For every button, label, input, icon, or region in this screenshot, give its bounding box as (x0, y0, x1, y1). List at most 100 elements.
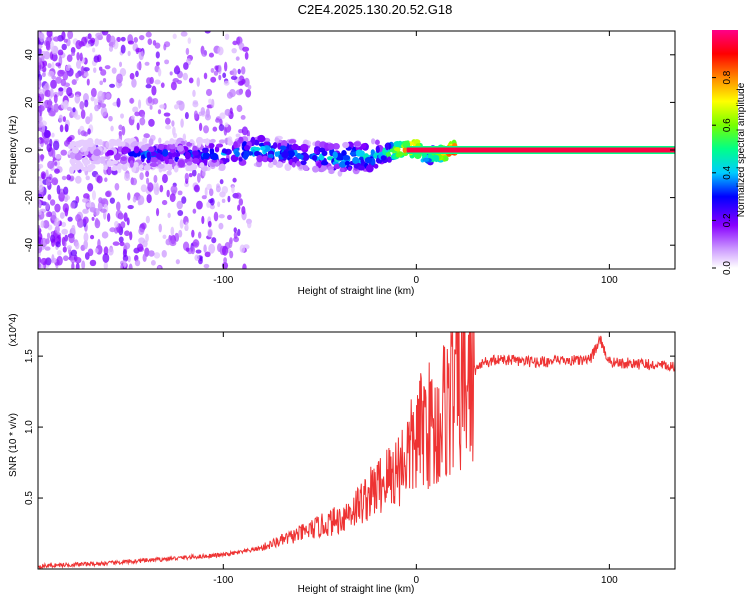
x-tick-label: -100 (213, 275, 233, 286)
spectrogram-noise-mark (124, 230, 130, 237)
spectrogram-noise-mark (109, 83, 116, 88)
spectrogram-noise-mark (38, 111, 41, 118)
spectrogram-noise-mark (38, 115, 43, 122)
spectrogram-noise-mark (75, 72, 80, 79)
spectrogram-ridge-mark (169, 138, 175, 145)
spectrogram-noise-mark (140, 184, 147, 193)
spectrogram-noise-mark (38, 120, 44, 128)
spectrogram-noise-mark (170, 81, 177, 91)
spectrogram-noise-mark (223, 61, 228, 72)
spectrogram-ridge-mark (93, 148, 102, 157)
spectrogram-noise-mark (38, 230, 41, 235)
spectrogram-noise-mark (64, 196, 68, 203)
spectrogram-noise-mark (89, 259, 97, 267)
spectrogram-noise-mark (237, 80, 245, 86)
spectrogram-ridge-mark (166, 165, 173, 170)
spectrogram-ridge-mark (121, 146, 130, 153)
spectrogram-noise-mark (155, 51, 160, 59)
spectrogram-noise-mark (208, 52, 214, 58)
spectrogram-noise-mark (237, 228, 241, 237)
spectrogram-noise-mark (39, 32, 45, 43)
spectrogram-ridge-mark (254, 150, 261, 157)
spectrogram-noise-mark (58, 114, 63, 123)
spectrogram-ridge-mark (81, 166, 89, 172)
spectrogram-ridge-mark (328, 169, 335, 175)
spectrogram-noise-mark (119, 241, 125, 247)
spectrogram-noise-mark (137, 200, 142, 206)
spectrogram-noise-mark (144, 61, 150, 66)
spectrogram-noise-mark (92, 47, 96, 53)
spectrogram-ridge-mark (250, 136, 256, 145)
spectrogram-noise-mark (82, 208, 87, 214)
spectrogram-noise-mark (45, 169, 49, 177)
spectrogram-ridge-mark (380, 155, 387, 161)
spectrogram-noise-mark (194, 254, 200, 261)
spectrogram-noise-mark (201, 195, 207, 200)
spectrogram-noise-mark (38, 209, 42, 216)
spectrogram-noise-mark (185, 247, 190, 252)
spectrogram-ridge-mark (132, 152, 138, 158)
spectrogram-noise-mark (247, 220, 252, 229)
spectrogram-noise-mark (166, 170, 172, 176)
spectrogram-noise-mark (63, 186, 69, 195)
spectrogram-noise-mark (145, 233, 149, 243)
spectrogram-ridge-mark (353, 141, 362, 147)
spectrogram-noise-mark (157, 265, 162, 269)
spectrogram-noise-mark (138, 34, 145, 41)
spectrogram-noise-mark (75, 39, 82, 50)
spectrogram-ridge-mark (272, 158, 278, 166)
spectrogram-ridge-mark (364, 157, 373, 164)
spectrogram-noise-mark (41, 72, 46, 78)
spectrogram-noise-mark (136, 243, 144, 252)
spectrogram-ridge-mark (173, 165, 179, 173)
spectrogram-noise-mark (51, 53, 58, 62)
spectrogram-noise-mark (127, 40, 135, 45)
spectrogram-ridge-mark (211, 153, 219, 161)
spectrogram-noise-mark (132, 106, 139, 113)
spectrogram-noise-mark (224, 122, 229, 128)
spectrogram-noise-mark (43, 129, 51, 139)
spectrogram-ridge-mark (357, 165, 365, 171)
spectrogram-noise-mark (233, 227, 237, 233)
spectrogram-noise-mark (38, 57, 43, 66)
spectrogram-noise-mark (154, 42, 161, 49)
spectrogram-noise-mark (62, 71, 69, 81)
spectrogram-ridge-mark (186, 141, 193, 147)
spectrogram-noise-mark (60, 149, 68, 156)
colorbar-ticks: 0.0 0.2 0.4 0.6 0.8 (712, 70, 733, 275)
spectrogram-noise-mark (90, 234, 95, 240)
spectrogram-noise-mark (97, 90, 104, 101)
spectrogram-noise-mark (90, 96, 95, 102)
spectrogram-noise-mark (207, 220, 212, 228)
spectrogram-ridge-mark (243, 144, 251, 151)
spectrogram-noise-mark (173, 104, 179, 110)
spectrogram-noise-mark (192, 208, 197, 214)
spectrogram-noise-mark (201, 50, 208, 57)
spectrogram-ridge-mark (402, 147, 407, 153)
spectrogram-noise-mark (109, 35, 116, 46)
spectrogram-ridge-mark (202, 147, 209, 153)
spectrogram-noise-mark (140, 222, 147, 230)
spectrogram-noise-mark (157, 109, 162, 115)
spectrogram-noise-mark (66, 86, 73, 97)
spectrogram-ridge-mark (74, 153, 83, 161)
spectrogram-noise-mark (138, 99, 142, 109)
spectrogram-noise-mark (57, 250, 62, 256)
spectrogram-noise-mark (116, 97, 121, 108)
spectrogram-noise-mark (46, 31, 53, 38)
spectrogram-ridge-mark (176, 145, 184, 152)
spectrogram-noise-mark (208, 188, 214, 197)
spectrogram-noise-mark (145, 31, 152, 38)
spectrogram-noise-mark (176, 79, 183, 85)
spectrogram-noise-mark (71, 52, 76, 57)
spectrogram-ridge-mark (339, 167, 345, 173)
spectrogram-noise-mark (219, 118, 223, 126)
spectrogram-noise-mark (63, 38, 68, 43)
spectrogram-noise-mark (187, 37, 192, 44)
spectrogram-noise-mark (138, 227, 145, 235)
spectrogram-ridge-mark (274, 137, 280, 143)
spectrogram-ridge-mark (260, 145, 266, 151)
colorbar-tick-label: 0.8 (722, 70, 733, 84)
spectrogram-ridge-mark (133, 161, 139, 168)
spectrogram-noise-mark (62, 203, 69, 213)
